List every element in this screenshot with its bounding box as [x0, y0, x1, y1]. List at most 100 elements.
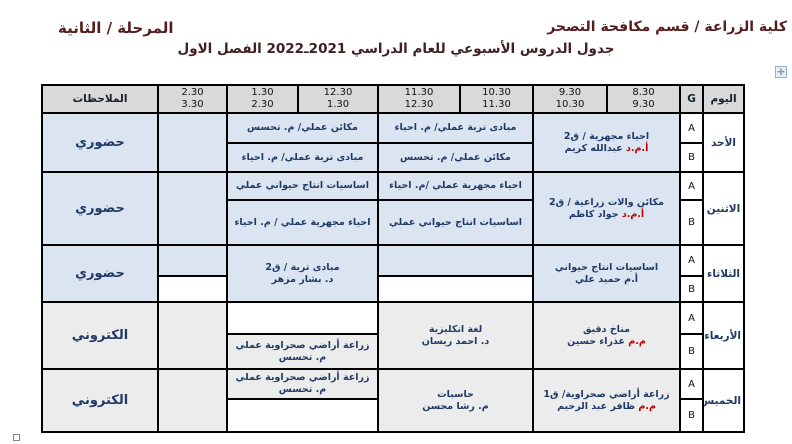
cell-text-line: زراعة أراضي صحراوية عملي: [230, 340, 375, 352]
cell-text-line: حاسبات: [381, 389, 530, 401]
group-cell: A: [679, 301, 704, 335]
cell-text-line: أ.م.د جواد كاظم: [536, 209, 677, 221]
day-cell: الأحد: [702, 112, 745, 173]
day-row-a: الاثنين A مكائن والات زراعية / ق2 أ.م.د جوا…: [41, 171, 745, 246]
cell-text: زراعة أراضي صحراوية عملي: [235, 339, 370, 351]
lecture-cell: حاسبات م. رشا محسن: [377, 368, 534, 433]
day-cell: الخميس: [702, 368, 745, 433]
schedule-table: اليوم G 8.30 9.30 9.30 10.30 10.30 11.30 11.30 12…: [41, 84, 745, 433]
time-end: 3.30: [181, 99, 204, 110]
cell-text-line: مكائن عملي/ م. تحسس: [230, 122, 375, 134]
attendance-mode-cell: الكتروني: [41, 368, 159, 433]
cell-text-line: م. رشا محسن: [381, 401, 530, 413]
cell-text-line: زراعة أراضي صحراوية/ ق1: [536, 389, 677, 401]
day-cell: الاثنين: [702, 171, 745, 246]
cell-text-line: م. تحسس: [230, 384, 375, 396]
lecture-cell: اساسيات انتاج حيواني أ.م حميد علي: [532, 244, 681, 303]
schedule-body: الأحد A احياء مجهرية / ق2 أ.م.د عبدالله كري…: [41, 112, 745, 433]
time-slot-header: 2.30 3.30: [157, 84, 228, 114]
time-end: 11.30: [482, 99, 511, 110]
cell-text: احياء مجهرية / ق2: [563, 130, 650, 142]
cell-text-line: د. احمد ريسان: [381, 336, 530, 348]
attendance-mode-cell: حضوري: [41, 112, 159, 173]
cell-text: زراعة أراضي صحراوية/ ق1: [543, 388, 670, 400]
cell-text: اساسيات انتاج حيواني عملي: [389, 216, 522, 228]
cell-text: م. تحسس: [278, 351, 327, 363]
time-slot-header: 9.30 10.30: [532, 84, 608, 114]
day-row-a: الثلاثاء A اساسيات انتاج حيواني أ.م حميد عل…: [41, 244, 745, 303]
day-row-a: الخميس A زراعة أراضي صحراوية/ ق1 م.م ظافر ع…: [41, 368, 745, 433]
time-start: 11.30: [404, 87, 434, 98]
time-end: 9.30: [632, 99, 655, 110]
cell-text-line: م. تحسس: [230, 352, 375, 364]
lecture-cell: مكائن عملي/ م. تحسس: [226, 112, 379, 144]
cell-text: مبادى تربة عملي/ م. احياء: [241, 151, 364, 163]
cell-text-line: م.م ظافر عبد الرحيم: [536, 401, 677, 413]
attendance-mode-cell: حضوري: [41, 171, 159, 246]
group-cell: B: [679, 275, 704, 303]
cell-text: زراعة أراضي صحراوية عملي: [235, 372, 370, 383]
schedule-head: اليوم G 8.30 9.30 9.30 10.30 10.30 11.30 11.30 12…: [41, 84, 745, 114]
cell-text-line: مكائن والات زراعية / ق2: [536, 197, 677, 209]
cell-text: مكائن عملي/ م. تحسس: [247, 122, 358, 133]
time-start: 10.30: [482, 87, 511, 98]
lecture-cell: مبادى تربة / ق2 د. بشار مزهر: [226, 244, 379, 303]
time-slot-header: 11.30 12.30: [377, 84, 461, 114]
lecture-cell: زراعة أراضي صحراوية عملي م. تحسس: [226, 368, 379, 400]
empty-slot-cell: [157, 112, 228, 173]
teacher-rank-prefix: أ.م.د: [618, 208, 645, 220]
empty-slot-cell: [157, 275, 228, 303]
day-row-b: B: [42, 398, 744, 433]
time-start: 9.30: [558, 87, 582, 98]
day-row-b: B اساسيات انتاج حيواني عملي احياء مجهرية ع…: [42, 199, 744, 246]
empty-slot-cell: [226, 301, 379, 335]
cell-text-line: اساسيات انتاج حيواني: [536, 262, 677, 274]
group-column-header: G: [679, 84, 704, 114]
lecture-cell: مبادى تربة عملي/ م. احياء: [377, 112, 534, 144]
cell-text: عبدالله كريم: [564, 142, 623, 154]
group-cell: A: [679, 171, 704, 201]
cell-text-line: مبادى تربة عملي/ م. احياء: [381, 122, 530, 134]
time-start: 1.30: [251, 87, 274, 98]
cell-text: مناخ دقيق: [582, 323, 631, 335]
cell-text-line: اساسيات انتاج حيواني عملي: [230, 180, 375, 192]
lecture-cell: مكائن عملي/ م. تحسس: [377, 142, 534, 173]
cell-text-line: مكائن عملي/ م. تحسس: [381, 152, 530, 164]
cell-text-line: اساسيات انتاج حيواني عملي: [381, 217, 530, 229]
group-cell: A: [679, 244, 704, 277]
cell-text: م. تحسس: [278, 384, 327, 395]
empty-slot-cell: [377, 275, 534, 303]
time-end: 12.30: [404, 99, 434, 110]
day-row-b: B مكائن عملي/ م. تحسس مبادى تربة عملي/ م. …: [42, 142, 744, 173]
lecture-cell: احياء مجهرية عملي / م. احياء: [226, 199, 379, 246]
lecture-cell: اساسيات انتاج حيواني عملي: [226, 171, 379, 201]
teacher-rank-prefix: م.م: [624, 335, 646, 347]
cell-text-line: احياء مجهرية عملي / م. احياء: [230, 217, 375, 229]
group-cell: A: [679, 368, 704, 400]
table-resize-handle-icon[interactable]: [13, 434, 20, 441]
time-end: 1.30: [326, 99, 350, 110]
cell-text-line: لغة انكليزية: [381, 324, 530, 336]
cell-text: حاسبات: [437, 388, 474, 400]
empty-slot-cell: [157, 171, 228, 246]
table-move-handle-icon[interactable]: ✛: [775, 66, 787, 78]
empty-slot-cell: [377, 244, 534, 277]
cell-text-line: د. بشار مزهر: [230, 274, 375, 286]
time-start: 12.30: [323, 87, 353, 98]
cell-text: جواد كاظم: [568, 208, 619, 220]
cell-text-line: أ.م.د عبدالله كريم: [536, 143, 677, 155]
cell-text: اساسيات انتاج حيواني: [554, 261, 659, 273]
cell-text-line: م.م عذراء حسين: [536, 336, 677, 348]
day-row-a: الأربعاء A مناخ دقيق م.م عذراء حسين لغة انكل…: [41, 301, 745, 370]
schedule-main-title: جدول الدروس الأسبوعي للعام الدراسي 2021ـ…: [177, 41, 615, 57]
teacher-rank-prefix: م.م: [635, 400, 656, 412]
notes-column-header: الملاحظات: [41, 84, 159, 114]
day-cell: الثلاثاء: [702, 244, 745, 303]
time-start: 8.30: [632, 87, 655, 98]
group-cell: B: [679, 199, 704, 246]
cell-text: د. بشار مزهر: [271, 273, 334, 285]
lecture-cell: احياء مجهرية عملي /م. احياء: [377, 171, 534, 201]
cell-text: د. احمد ريسان: [421, 335, 490, 347]
cell-text-line: مناخ دقيق: [536, 324, 677, 336]
cell-text-line: احياء مجهرية عملي /م. احياء: [381, 180, 530, 192]
